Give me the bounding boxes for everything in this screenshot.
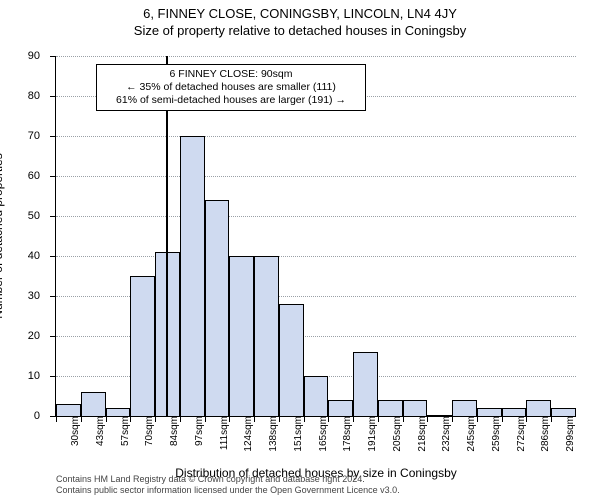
y-tick-mark <box>50 376 56 377</box>
x-tick-mark <box>155 416 156 422</box>
annotation-line-1: 6 FINNEY CLOSE: 90sqm <box>103 68 359 81</box>
x-tick-mark <box>180 416 181 422</box>
y-tick-mark <box>50 136 56 137</box>
histogram-bar <box>254 256 279 416</box>
histogram-bar <box>403 400 428 416</box>
y-tick-mark <box>50 296 56 297</box>
x-tick-mark <box>205 416 206 422</box>
x-tick-mark <box>477 416 478 422</box>
x-tick-label: 43sqm <box>85 416 106 446</box>
x-tick-label: 165sqm <box>308 416 329 452</box>
x-tick-label: 30sqm <box>60 416 81 446</box>
histogram-bar <box>229 256 254 416</box>
chart-area: 6 FINNEY CLOSE: 90sqm ← 35% of detached … <box>56 56 576 416</box>
x-tick-label: 151sqm <box>283 416 304 452</box>
histogram-bar <box>130 276 155 416</box>
x-tick-mark <box>551 416 552 422</box>
x-tick-mark <box>526 416 527 422</box>
x-tick-mark <box>106 416 107 422</box>
x-tick-label: 191sqm <box>357 416 378 452</box>
footer-attribution: Contains HM Land Registry data © Crown c… <box>56 474 400 496</box>
x-tick-mark <box>279 416 280 422</box>
y-axis-line <box>55 56 56 416</box>
y-tick-mark <box>50 216 56 217</box>
x-tick-label: 272sqm <box>506 416 527 452</box>
histogram-bar <box>180 136 205 416</box>
x-tick-label: 70sqm <box>134 416 155 446</box>
x-tick-label: 286sqm <box>530 416 551 452</box>
annotation-line-3: 61% of semi-detached houses are larger (… <box>103 94 359 107</box>
x-tick-label: 205sqm <box>382 416 403 452</box>
gridline <box>56 56 576 57</box>
gridline <box>56 136 576 137</box>
footer-line-2: Contains public sector information licen… <box>56 485 400 496</box>
x-tick-label: 111sqm <box>209 416 230 450</box>
title-main: 6, FINNEY CLOSE, CONINGSBY, LINCOLN, LN4… <box>0 6 600 21</box>
y-tick-mark <box>50 256 56 257</box>
x-tick-label: 259sqm <box>481 416 502 452</box>
histogram-bar <box>205 200 230 416</box>
histogram-bar <box>304 376 329 416</box>
title-block: 6, FINNEY CLOSE, CONINGSBY, LINCOLN, LN4… <box>0 0 600 38</box>
x-tick-label: 138sqm <box>258 416 279 452</box>
x-tick-label: 178sqm <box>332 416 353 452</box>
y-tick-mark <box>50 336 56 337</box>
histogram-bar <box>81 392 106 416</box>
x-tick-mark <box>81 416 82 422</box>
histogram-bar <box>551 408 576 416</box>
y-axis-title: Number of detached properties <box>0 153 5 318</box>
histogram-bar <box>378 400 403 416</box>
annotation-line-2: ← 35% of detached houses are smaller (11… <box>103 81 359 94</box>
histogram-bar <box>502 408 527 416</box>
x-tick-mark <box>56 416 57 422</box>
histogram-bar <box>106 408 131 416</box>
annotation-box: 6 FINNEY CLOSE: 90sqm ← 35% of detached … <box>96 64 366 111</box>
histogram-bar <box>452 400 477 416</box>
x-tick-label: 245sqm <box>456 416 477 452</box>
x-tick-mark <box>254 416 255 422</box>
histogram-bar <box>56 404 81 416</box>
gridline <box>56 256 576 257</box>
x-tick-mark <box>378 416 379 422</box>
footer-line-1: Contains HM Land Registry data © Crown c… <box>56 474 400 485</box>
x-tick-label: 97sqm <box>184 416 205 446</box>
x-tick-label: 57sqm <box>110 416 131 446</box>
x-tick-mark <box>403 416 404 422</box>
x-tick-mark <box>130 416 131 422</box>
x-tick-label: 299sqm <box>555 416 576 452</box>
x-tick-label: 232sqm <box>431 416 452 452</box>
chart-container: 6, FINNEY CLOSE, CONINGSBY, LINCOLN, LN4… <box>0 0 600 500</box>
x-tick-label: 124sqm <box>233 416 254 452</box>
x-tick-mark <box>304 416 305 422</box>
y-tick-mark <box>50 176 56 177</box>
gridline <box>56 176 576 177</box>
x-tick-mark <box>229 416 230 422</box>
histogram-bar <box>353 352 378 416</box>
histogram-bar <box>279 304 304 416</box>
gridline <box>56 216 576 217</box>
x-tick-label: 218sqm <box>407 416 428 452</box>
x-tick-label: 84sqm <box>159 416 180 446</box>
x-tick-mark <box>353 416 354 422</box>
y-tick-mark <box>50 96 56 97</box>
histogram-bar <box>477 408 502 416</box>
x-tick-mark <box>502 416 503 422</box>
x-tick-mark <box>427 416 428 422</box>
title-sub: Size of property relative to detached ho… <box>0 23 600 38</box>
histogram-bar <box>328 400 353 416</box>
y-tick-mark <box>50 56 56 57</box>
x-tick-mark <box>452 416 453 422</box>
x-tick-mark <box>328 416 329 422</box>
histogram-bar <box>526 400 551 416</box>
